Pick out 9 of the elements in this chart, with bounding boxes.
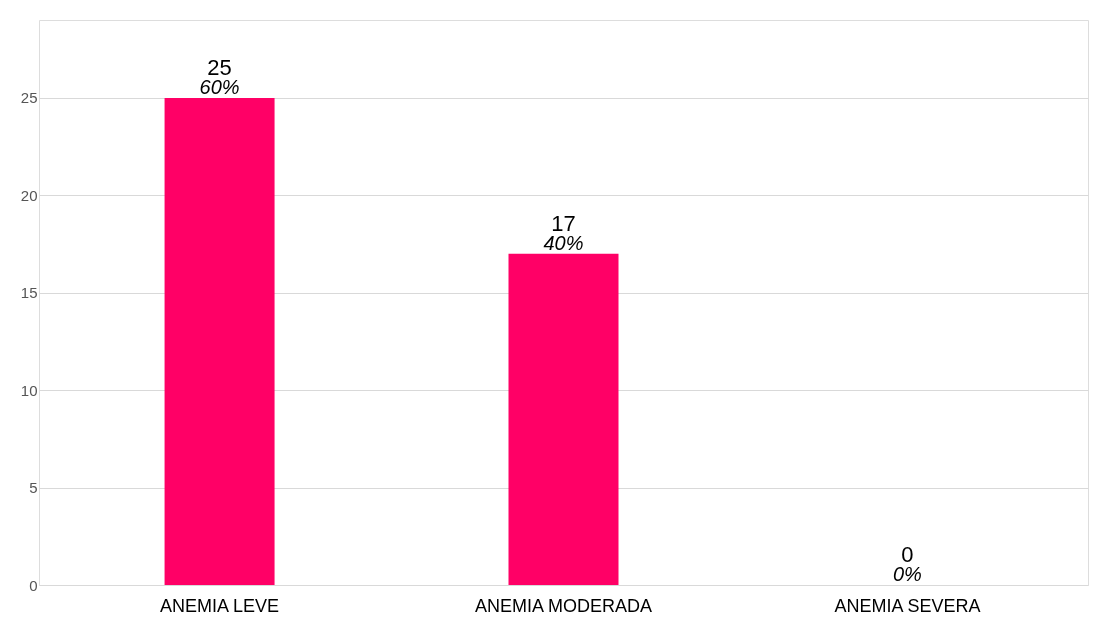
y-tick-label: 0 [29, 576, 38, 594]
y-tick-label: 10 [20, 381, 38, 399]
x-tick-label: ANEMIA MODERADA [474, 595, 653, 616]
y-tick-label: 25 [20, 89, 38, 107]
x-tick-label: ANEMIA LEVE [160, 595, 280, 616]
y-tick-label: 5 [29, 479, 38, 497]
y-tick-label: 20 [20, 186, 38, 204]
x-tick-label: ANEMIA SEVERA [834, 595, 981, 616]
y-tick-label: 15 [20, 284, 38, 302]
